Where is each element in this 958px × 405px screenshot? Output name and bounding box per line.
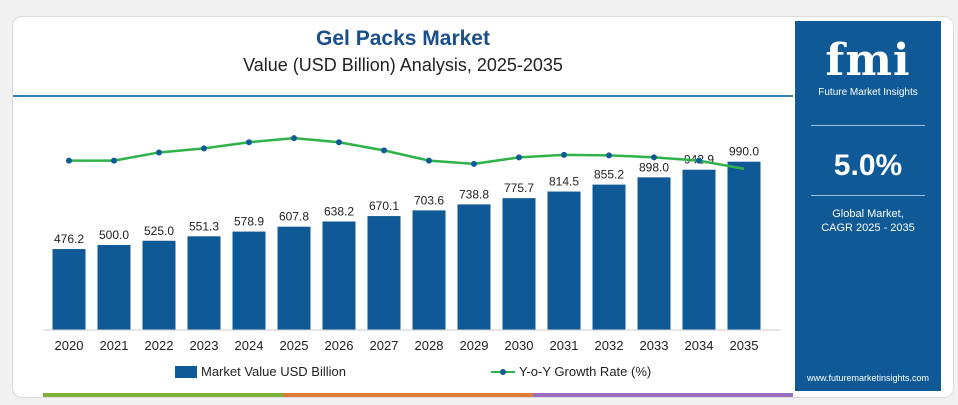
growth-point-2021 xyxy=(111,157,117,164)
growth-point-2028 xyxy=(426,157,432,164)
growth-point-2023 xyxy=(201,145,207,152)
bar-label-2033: 898.0 xyxy=(639,160,669,174)
x-tick-2020: 2020 xyxy=(55,338,84,353)
brand-panel: fmi Future Market Insights 5.0% Global M… xyxy=(795,21,941,391)
legend-line-marker xyxy=(500,369,506,375)
bar-label-2028: 703.6 xyxy=(414,193,444,207)
bar-2035 xyxy=(727,161,761,330)
cagr-label-line2: CAGR 2025 - 2035 xyxy=(821,222,915,234)
legend-bar-label: Market Value USD Billion xyxy=(201,364,346,379)
bar-label-2035: 990.0 xyxy=(729,145,759,159)
bar-2032 xyxy=(592,184,626,330)
bar-2029 xyxy=(457,204,491,330)
bar-2025 xyxy=(277,226,311,330)
bar-2023 xyxy=(187,236,221,330)
footer-strip-orange xyxy=(283,393,533,397)
growth-point-2026 xyxy=(336,139,342,146)
bar-label-2031: 814.5 xyxy=(549,175,579,189)
bar-label-2025: 607.8 xyxy=(279,210,309,224)
bar-label-2027: 670.1 xyxy=(369,199,399,213)
panel-divider-bottom xyxy=(811,195,925,196)
growth-point-2030 xyxy=(516,154,522,161)
chart-plot: 476.2 500.0 525.0 551.3 578.9 607.8 638.2 670.1… xyxy=(43,135,781,379)
legend-line-label: Y-o-Y Growth Rate (%) xyxy=(519,364,651,379)
panel-divider-top xyxy=(811,125,925,126)
x-tick-2029: 2029 xyxy=(460,338,489,353)
x-tick-2035: 2035 xyxy=(730,338,759,353)
x-tick-2021: 2021 xyxy=(100,338,129,353)
chart-subtitle: Value (USD Billion) Analysis, 2025-2035 xyxy=(243,55,563,75)
x-tick-2025: 2025 xyxy=(280,338,309,353)
chart-title: Gel Packs Market xyxy=(316,27,490,50)
bar-2020 xyxy=(52,249,86,330)
fmi-logo: fmi xyxy=(825,35,911,86)
growth-point-2022 xyxy=(156,149,162,156)
footer-strip-green xyxy=(43,393,283,397)
bar-2027 xyxy=(367,216,401,330)
growth-point-2020 xyxy=(66,157,72,164)
cagr-value: 5.0% xyxy=(833,149,903,182)
growth-line xyxy=(69,136,745,171)
bar-2033 xyxy=(637,177,671,330)
bar-2024 xyxy=(232,231,266,330)
growth-point-2033 xyxy=(651,154,657,161)
bar-2030 xyxy=(502,198,536,330)
x-tick-2026: 2026 xyxy=(325,338,354,353)
bar-label-2023: 551.3 xyxy=(189,219,219,233)
footer-strip-purple xyxy=(533,393,793,397)
title-divider xyxy=(13,95,793,97)
bar-label-2030: 775.7 xyxy=(504,181,534,195)
x-tick-2024: 2024 xyxy=(235,338,264,353)
x-tick-2032: 2032 xyxy=(595,338,624,353)
bar-2031 xyxy=(547,191,581,330)
x-tick-2031: 2031 xyxy=(550,338,579,353)
growth-point-2029 xyxy=(471,160,477,167)
x-tick-2033: 2033 xyxy=(640,338,669,353)
bar-label-2026: 638.2 xyxy=(324,205,354,219)
bar-2021 xyxy=(97,245,131,330)
cagr-label: Global Market, CAGR 2025 - 2035 xyxy=(795,207,941,235)
bar-2022 xyxy=(142,240,176,330)
bar-label-2021: 500.0 xyxy=(99,228,129,242)
chart-card: Gel Packs Market Value (USD Billion) Ana… xyxy=(12,16,954,398)
bar-label-2029: 738.8 xyxy=(459,187,489,201)
bar-label-2020: 476.2 xyxy=(54,232,84,246)
fmi-logo-subtitle: Future Market Insights xyxy=(818,87,918,98)
bar-2028 xyxy=(412,210,446,330)
growth-point-2032 xyxy=(606,152,612,159)
bar-label-2022: 525.0 xyxy=(144,224,174,238)
legend-bar-swatch xyxy=(175,366,197,378)
bar-label-2032: 855.2 xyxy=(594,168,624,182)
growth-point-2031 xyxy=(561,151,567,158)
website-link[interactable]: www.futuremarketinsights.com xyxy=(806,373,930,383)
bar-2034 xyxy=(682,169,716,330)
bar-2026 xyxy=(322,221,356,330)
x-tick-2023: 2023 xyxy=(190,338,219,353)
bar-label-2024: 578.9 xyxy=(234,215,264,229)
x-tick-2030: 2030 xyxy=(505,338,534,353)
growth-point-2024 xyxy=(246,139,252,146)
x-tick-2028: 2028 xyxy=(415,338,444,353)
growth-point-2025 xyxy=(291,135,297,142)
growth-point-2027 xyxy=(381,147,387,154)
cagr-label-line1: Global Market, xyxy=(832,208,904,220)
x-tick-2027: 2027 xyxy=(370,338,399,353)
x-tick-2034: 2034 xyxy=(685,338,714,353)
x-tick-2022: 2022 xyxy=(145,338,174,353)
growth-point-2034 xyxy=(696,157,702,164)
